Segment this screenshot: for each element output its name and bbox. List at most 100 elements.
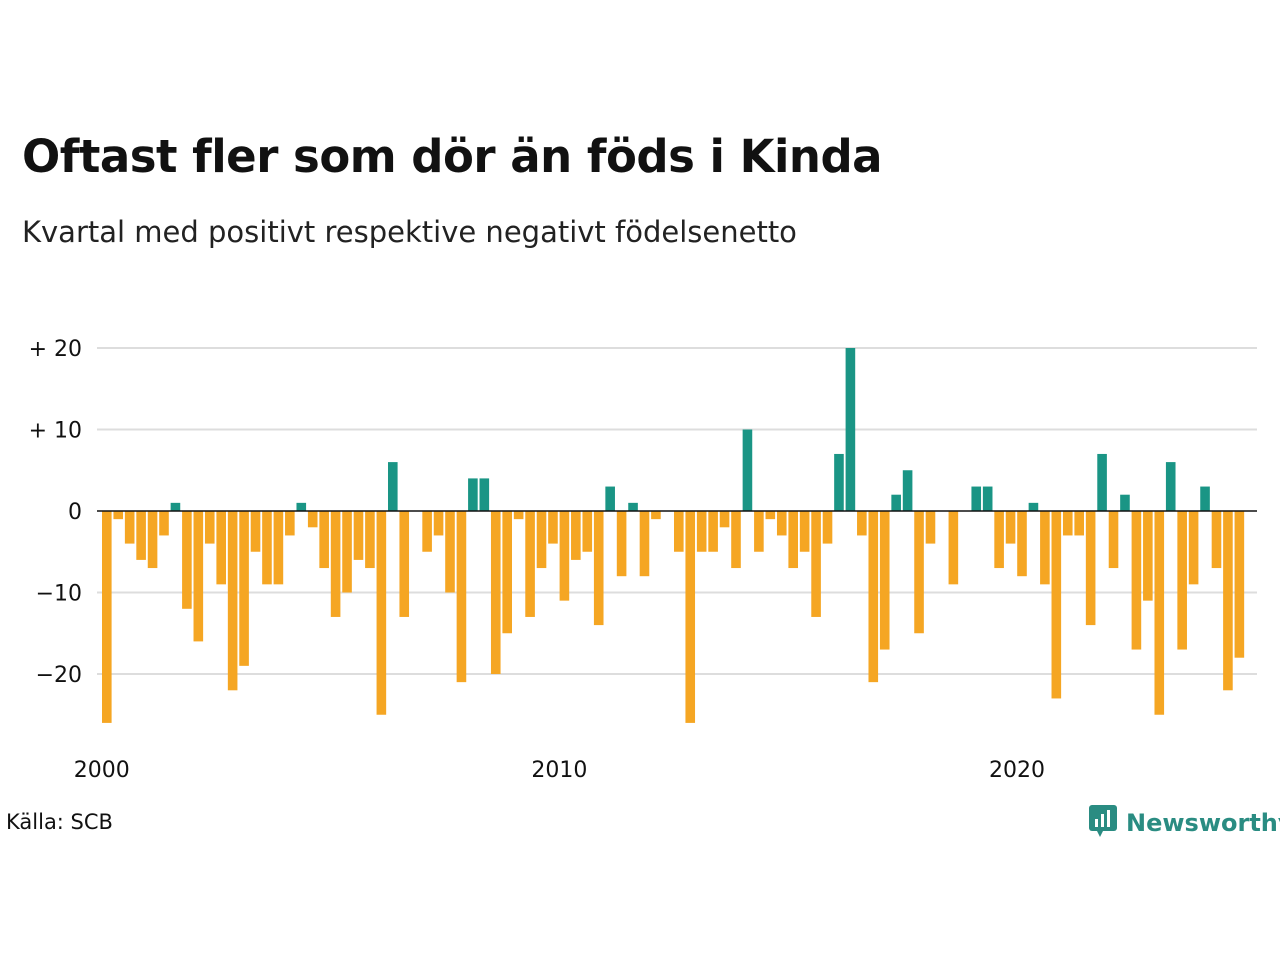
- bar-negative: [502, 511, 512, 634]
- bar-positive: [982, 486, 993, 511]
- y-axis-tick-labels: + 20 + 10 0 −10 −20: [29, 337, 82, 688]
- bar-negative: [719, 511, 730, 528]
- bar-negative: [250, 511, 261, 552]
- bar-positive: [971, 486, 982, 511]
- bar-negative: [1017, 511, 1027, 577]
- brand-name: Newsworthy: [1126, 809, 1280, 837]
- bar-positive: [834, 453, 844, 511]
- bar-negative: [879, 511, 890, 650]
- bar-negative: [1223, 511, 1233, 691]
- bar-negative: [788, 511, 798, 569]
- bar-positive: [296, 502, 307, 511]
- bar-negative: [456, 511, 467, 683]
- bar-negative: [559, 511, 570, 601]
- bar-positive: [845, 348, 856, 511]
- bar-positive: [1200, 486, 1210, 511]
- bar-negative: [1154, 511, 1165, 715]
- x-tick-label: 2020: [989, 758, 1045, 783]
- bar-negative: [593, 511, 604, 626]
- bar-negative: [1062, 511, 1073, 536]
- bar-negative: [1040, 511, 1050, 585]
- bar-negative: [674, 511, 684, 552]
- bar-negative: [754, 511, 764, 552]
- bar-negative: [685, 511, 696, 723]
- y-tick-label: −10: [36, 582, 82, 607]
- bar-positive: [479, 478, 490, 511]
- bar-negative: [1177, 511, 1187, 650]
- bar-negative: [925, 511, 936, 544]
- bar-negative: [822, 511, 833, 544]
- bar-negative: [582, 511, 593, 552]
- bar-negative: [994, 511, 1004, 569]
- bar-negative: [319, 511, 329, 569]
- bar-negative: [433, 511, 444, 536]
- bar-positive: [742, 429, 753, 511]
- bar-negative: [239, 511, 249, 666]
- bar-negative: [1051, 511, 1062, 699]
- bar-negative: [513, 511, 524, 520]
- bar-negative: [948, 511, 959, 585]
- bar-negative: [113, 511, 124, 520]
- bar-negative: [307, 511, 318, 528]
- bar-negative: [124, 511, 135, 544]
- bar-negative: [525, 511, 535, 617]
- bar-positive: [628, 502, 638, 511]
- brand-logo[interactable]: Newsworthy: [1088, 804, 1280, 842]
- y-tick-label: 0: [68, 500, 82, 525]
- bar-negative: [182, 511, 192, 609]
- bar-negative: [765, 511, 776, 520]
- bar-negative: [811, 511, 821, 617]
- bar-negative: [227, 511, 238, 691]
- bar-negative: [342, 511, 352, 593]
- bar-negative: [159, 511, 169, 536]
- bar-negative: [1234, 511, 1245, 658]
- bar-negative: [1074, 511, 1084, 536]
- bar-negative: [799, 511, 810, 552]
- bar-positive: [891, 494, 901, 511]
- bar-negative: [147, 511, 158, 569]
- source-label: Källa: SCB: [6, 810, 113, 834]
- bars: [102, 348, 1245, 723]
- grid-lines: [97, 347, 1257, 675]
- bar-negative: [1143, 511, 1153, 601]
- bar-negative: [1005, 511, 1016, 544]
- bar-negative: [285, 511, 295, 536]
- bar-positive: [605, 486, 615, 511]
- bar-negative: [776, 511, 787, 536]
- bar-negative: [639, 511, 650, 577]
- bar-negative: [731, 511, 741, 569]
- bar-negative: [193, 511, 204, 642]
- bar-negative: [1108, 511, 1119, 569]
- bar-negative: [330, 511, 341, 617]
- y-tick-label: + 20: [29, 337, 82, 362]
- bar-negative: [273, 511, 284, 585]
- bar-positive: [1028, 502, 1039, 511]
- bar-positive: [1120, 494, 1130, 511]
- bar-negative: [445, 511, 455, 593]
- bar-negative: [708, 511, 718, 552]
- bar-negative: [696, 511, 707, 552]
- bar-negative: [1085, 511, 1096, 626]
- y-tick-label: + 10: [29, 419, 82, 444]
- bar-negative: [548, 511, 558, 544]
- chart-subtitle: Kvartal med positivt respektive negativt…: [22, 215, 797, 249]
- bar-negative: [262, 511, 272, 585]
- bar-negative: [204, 511, 215, 544]
- bar-negative: [1188, 511, 1199, 585]
- bar-negative: [136, 511, 146, 560]
- bar-positive: [902, 470, 913, 511]
- bar-negative: [422, 511, 432, 552]
- bar-negative: [868, 511, 879, 683]
- bar-negative: [914, 511, 924, 634]
- bar-chart: + 20 + 10 0 −10 −20 2000 2010 2020: [29, 337, 1257, 783]
- bar-positive: [468, 478, 478, 511]
- bar-negative: [376, 511, 387, 715]
- bar-negative: [536, 511, 547, 569]
- bar-negative: [216, 511, 226, 585]
- bar-negative: [1211, 511, 1222, 569]
- bar-negative: [102, 511, 112, 723]
- bar-positive: [1165, 462, 1176, 511]
- bar-negative: [571, 511, 581, 560]
- bar-negative: [490, 511, 501, 674]
- bar-negative: [857, 511, 867, 536]
